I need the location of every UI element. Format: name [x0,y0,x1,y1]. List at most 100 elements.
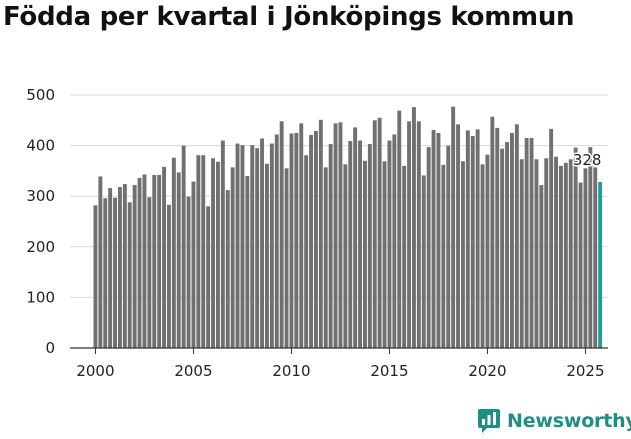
bar [568,159,573,348]
newsworthy-logo-text: Newsworthy [507,410,631,432]
y-tick-label: 0 [45,339,55,357]
bar [255,148,260,348]
bar [524,138,529,348]
x-tick-label: 2025 [566,362,604,380]
bar [240,145,245,348]
bar [510,132,514,348]
y-tick-label: 100 [26,288,55,306]
bar [529,138,534,348]
bar [416,121,421,348]
bar [426,147,431,348]
bar [269,143,274,348]
bar [387,140,392,348]
bar [152,174,157,348]
bar [108,188,113,348]
bar [176,172,181,348]
bar [245,175,250,348]
bar [113,197,117,348]
y-tick-label: 200 [26,238,55,256]
bar [348,141,353,348]
bar [588,147,593,348]
bar [485,154,490,348]
bar [250,145,255,348]
bar [274,134,279,348]
bar [186,196,191,348]
bar [122,184,127,348]
bar [539,185,544,348]
annotation-label: 328 [573,151,602,169]
y-axis: 0 100 200 300 400 500 [26,86,55,357]
bar [377,117,382,349]
bar [495,127,500,348]
bar [284,168,289,348]
bar [318,119,323,348]
bar [353,127,358,348]
bar [118,187,122,348]
bar [367,144,372,348]
bar [142,174,147,348]
annotation: 328 [571,150,603,171]
bar [441,164,446,348]
bar [98,176,103,348]
bar [392,134,397,348]
bar [304,155,309,348]
bar [583,168,588,348]
bar [162,166,166,348]
bar [559,165,563,348]
x-tick-label: 2020 [468,362,506,380]
bar [563,162,568,348]
y-tick-label: 300 [26,187,55,205]
bar [470,135,475,348]
bar [480,164,485,348]
bar [534,159,539,348]
bar [191,181,196,348]
bar [230,167,235,348]
bar [446,145,451,348]
newsworthy-logo: Newsworthy [477,408,631,434]
bar [132,185,137,348]
bar [299,123,304,348]
bar-highlight [598,182,603,348]
bar [358,140,362,348]
bar [171,157,176,348]
bar [578,182,583,348]
bar [265,163,269,348]
bars [93,106,603,349]
bar [402,165,407,348]
bar [412,107,416,348]
bar [294,132,299,348]
bar [372,120,377,348]
bar [431,129,436,348]
bar [220,140,225,348]
bar [289,133,294,348]
chart-title: Födda per kvartal i Jönköpings kommun [3,2,575,32]
bar [147,197,152,348]
x-tick-label: 2015 [370,362,408,380]
bar [544,158,549,348]
y-tick-label: 400 [26,137,55,155]
bar [338,122,343,348]
bar [260,138,264,348]
bar [167,204,171,348]
bar [323,167,328,348]
bar [211,158,215,348]
bar [461,161,465,348]
newsworthy-logo-icon [478,409,500,433]
bar [451,106,456,348]
y-tick-label: 500 [26,86,55,104]
bar [554,156,558,348]
bar [279,121,284,348]
bar [333,123,338,348]
bar [436,132,441,348]
bar [421,175,426,348]
bar [475,129,480,348]
bar [309,134,313,348]
bar [465,130,470,348]
bar [397,110,402,348]
bar [407,121,411,348]
bar [127,202,132,348]
bar [157,174,162,348]
bar [500,148,505,348]
bar [216,161,220,348]
